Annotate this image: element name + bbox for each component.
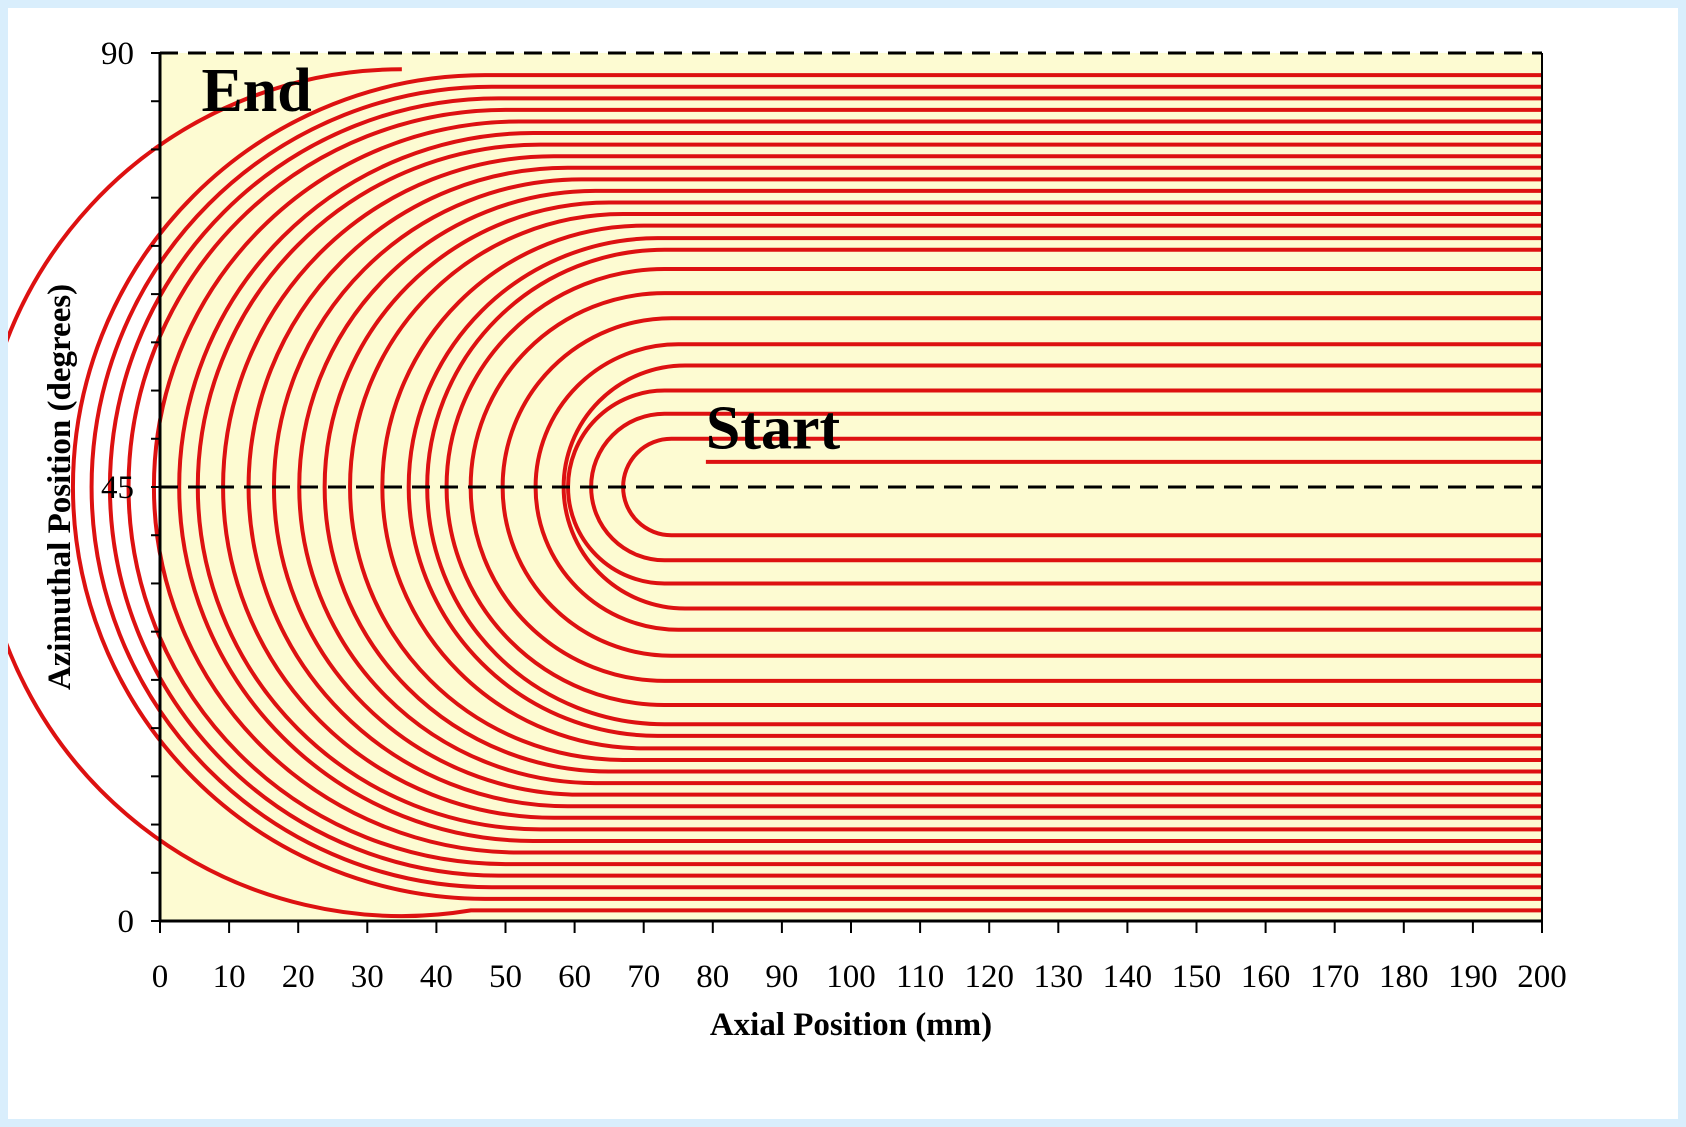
x-tick-label: 110 [896,959,944,995]
x-tick-label: 160 [1241,959,1291,995]
winding-path [406,236,1542,738]
winding-path [126,107,1542,867]
winding-path [177,131,1542,843]
x-tick-label: 200 [1517,959,1567,995]
y-tick-label: 90 [101,36,134,72]
y-axis-ticks: 0 45 90 [101,36,160,940]
winding-path [322,200,1542,774]
winding-path [380,223,1542,751]
x-tick-label: 0 [152,959,169,995]
x-axis-ticks: 0 10 20 30 40 50 60 70 80 90 100 110 120 130 140 150 160… [152,921,1567,995]
x-tick-label: 80 [696,959,729,995]
winding-path [71,73,1542,901]
winding-path [348,212,1542,762]
chart-frame: 0 10 20 30 40 50 60 70 80 90 100 110 120 130 140 150 160… [8,8,1678,1119]
x-axis-title: Axial Position (mm) [710,1007,992,1043]
x-tick-label: 40 [420,959,453,995]
x-tick-label: 180 [1379,959,1429,995]
y-tick-label: 0 [118,904,135,940]
x-tick-label: 30 [351,959,384,995]
x-tick-label: 90 [765,959,798,995]
x-tick-label: 50 [489,959,522,995]
x-tick-label: 60 [558,959,591,995]
x-tick-label: 150 [1172,959,1222,995]
start-annotation: Start [706,394,841,462]
winding-path [89,84,1542,890]
y-tick-label: 45 [101,470,134,506]
x-tick-label: 120 [964,959,1014,995]
x-tick-label: 170 [1310,959,1360,995]
winding-path [108,96,1542,878]
winding-path [8,67,1542,919]
x-tick-label: 100 [826,959,876,995]
x-tick-label: 20 [282,959,315,995]
y-axis-title: Azimuthal Position (degrees) [42,284,78,690]
chart: 0 10 20 30 40 50 60 70 80 90 100 110 120 130 140 150 160… [8,36,1567,1043]
x-tick-label: 190 [1448,959,1498,995]
x-tick-label: 140 [1103,959,1153,995]
x-tick-label: 70 [627,959,660,995]
reference-lines [160,51,1542,489]
winding-path [297,188,1542,786]
end-annotation: End [201,57,311,125]
x-tick-label: 10 [213,959,246,995]
x-tick-label: 130 [1034,959,1084,995]
